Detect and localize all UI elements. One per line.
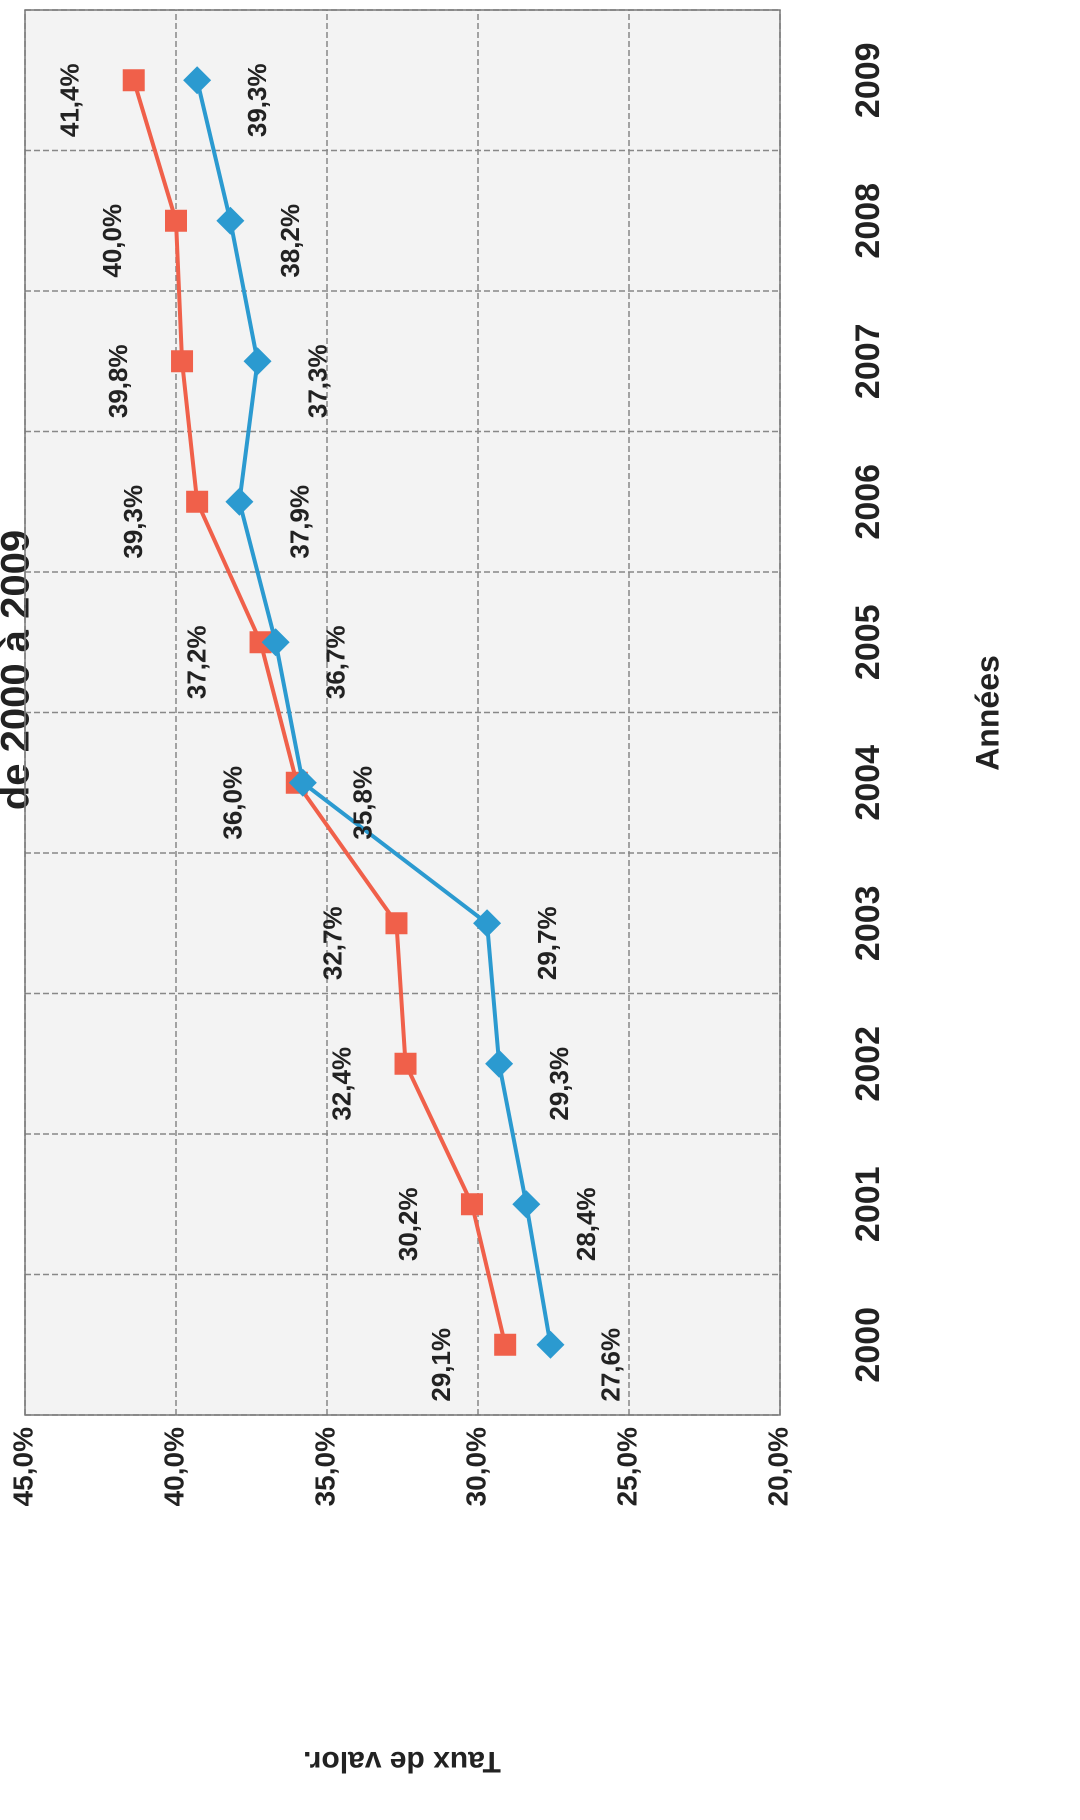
data-label: 29,1% (426, 1328, 456, 1402)
data-label: 37,2% (181, 625, 211, 699)
x-tick-label: 2000 (849, 1307, 887, 1383)
marker-diamond (261, 628, 290, 657)
y-tick-label: 45,0% (7, 1427, 38, 1506)
x-tick-label: 2008 (849, 183, 887, 259)
y-tick-label: 20,0% (762, 1427, 793, 1506)
y-tick-label: 25,0% (611, 1427, 642, 1506)
y-tick-label: 40,0% (158, 1427, 189, 1506)
rotated-chart: de 2000 à 2009 Années Taux de valor. 20,… (0, 9, 1005, 1778)
y-tick-label: 35,0% (309, 1427, 340, 1506)
x-tick-label: 2005 (849, 604, 887, 680)
data-label: 39,3% (242, 63, 272, 137)
x-tick-label: 2006 (849, 464, 887, 540)
marker-diamond (485, 1049, 514, 1078)
marker-square (394, 1052, 417, 1075)
marker-diamond (512, 1190, 541, 1219)
x-tick-label: 2004 (849, 745, 887, 821)
series-line (131, 79, 508, 1346)
data-label: 37,3% (302, 344, 332, 418)
marker-diamond (225, 487, 254, 516)
marker-square (385, 912, 408, 935)
data-label: 29,3% (544, 1047, 574, 1121)
data-label: 39,3% (118, 485, 148, 559)
data-label: 32,4% (326, 1047, 356, 1121)
x-axis-label: Années (969, 655, 1005, 771)
data-label: 30,2% (393, 1187, 423, 1261)
marker-square (165, 209, 187, 232)
marker-diamond (288, 768, 317, 797)
marker-diamond (216, 206, 245, 235)
marker-diamond (536, 1330, 565, 1359)
marker-square (186, 490, 209, 513)
x-tick-label: 2002 (849, 1026, 887, 1102)
marker-diamond (183, 66, 212, 95)
x-tick-label: 2001 (849, 1166, 887, 1242)
marker-diamond (473, 909, 502, 938)
data-label: 37,9% (284, 485, 314, 559)
x-tick-label: 2007 (849, 323, 887, 399)
data-label: 36,7% (321, 625, 351, 699)
data-label: 32,7% (317, 906, 347, 980)
data-label: 39,8% (103, 344, 133, 418)
data-label: 29,7% (532, 906, 562, 980)
data-label: 27,6% (595, 1328, 625, 1402)
data-label: 28,4% (571, 1187, 601, 1261)
marker-square (460, 1193, 483, 1216)
plot-background (25, 10, 780, 1415)
marker-square (494, 1333, 517, 1356)
data-label: 35,8% (348, 766, 378, 840)
y-tick-label: 30,0% (460, 1427, 491, 1506)
marker-diamond (243, 347, 272, 376)
data-label: 41,4% (55, 63, 85, 137)
series-line (195, 79, 553, 1346)
data-label: 40,0% (97, 204, 127, 278)
y-axis-label: Taux de valor. (303, 1745, 501, 1778)
marker-square (122, 69, 145, 92)
plot-border (24, 9, 781, 1416)
x-tick-label: 2003 (849, 885, 887, 961)
marker-square (249, 631, 272, 654)
x-tick-label: 2009 (849, 42, 887, 118)
data-label: 36,0% (218, 766, 248, 840)
chart-title: de 2000 à 2009 (0, 530, 38, 810)
marker-square (171, 350, 194, 373)
data-label: 38,2% (275, 204, 305, 278)
